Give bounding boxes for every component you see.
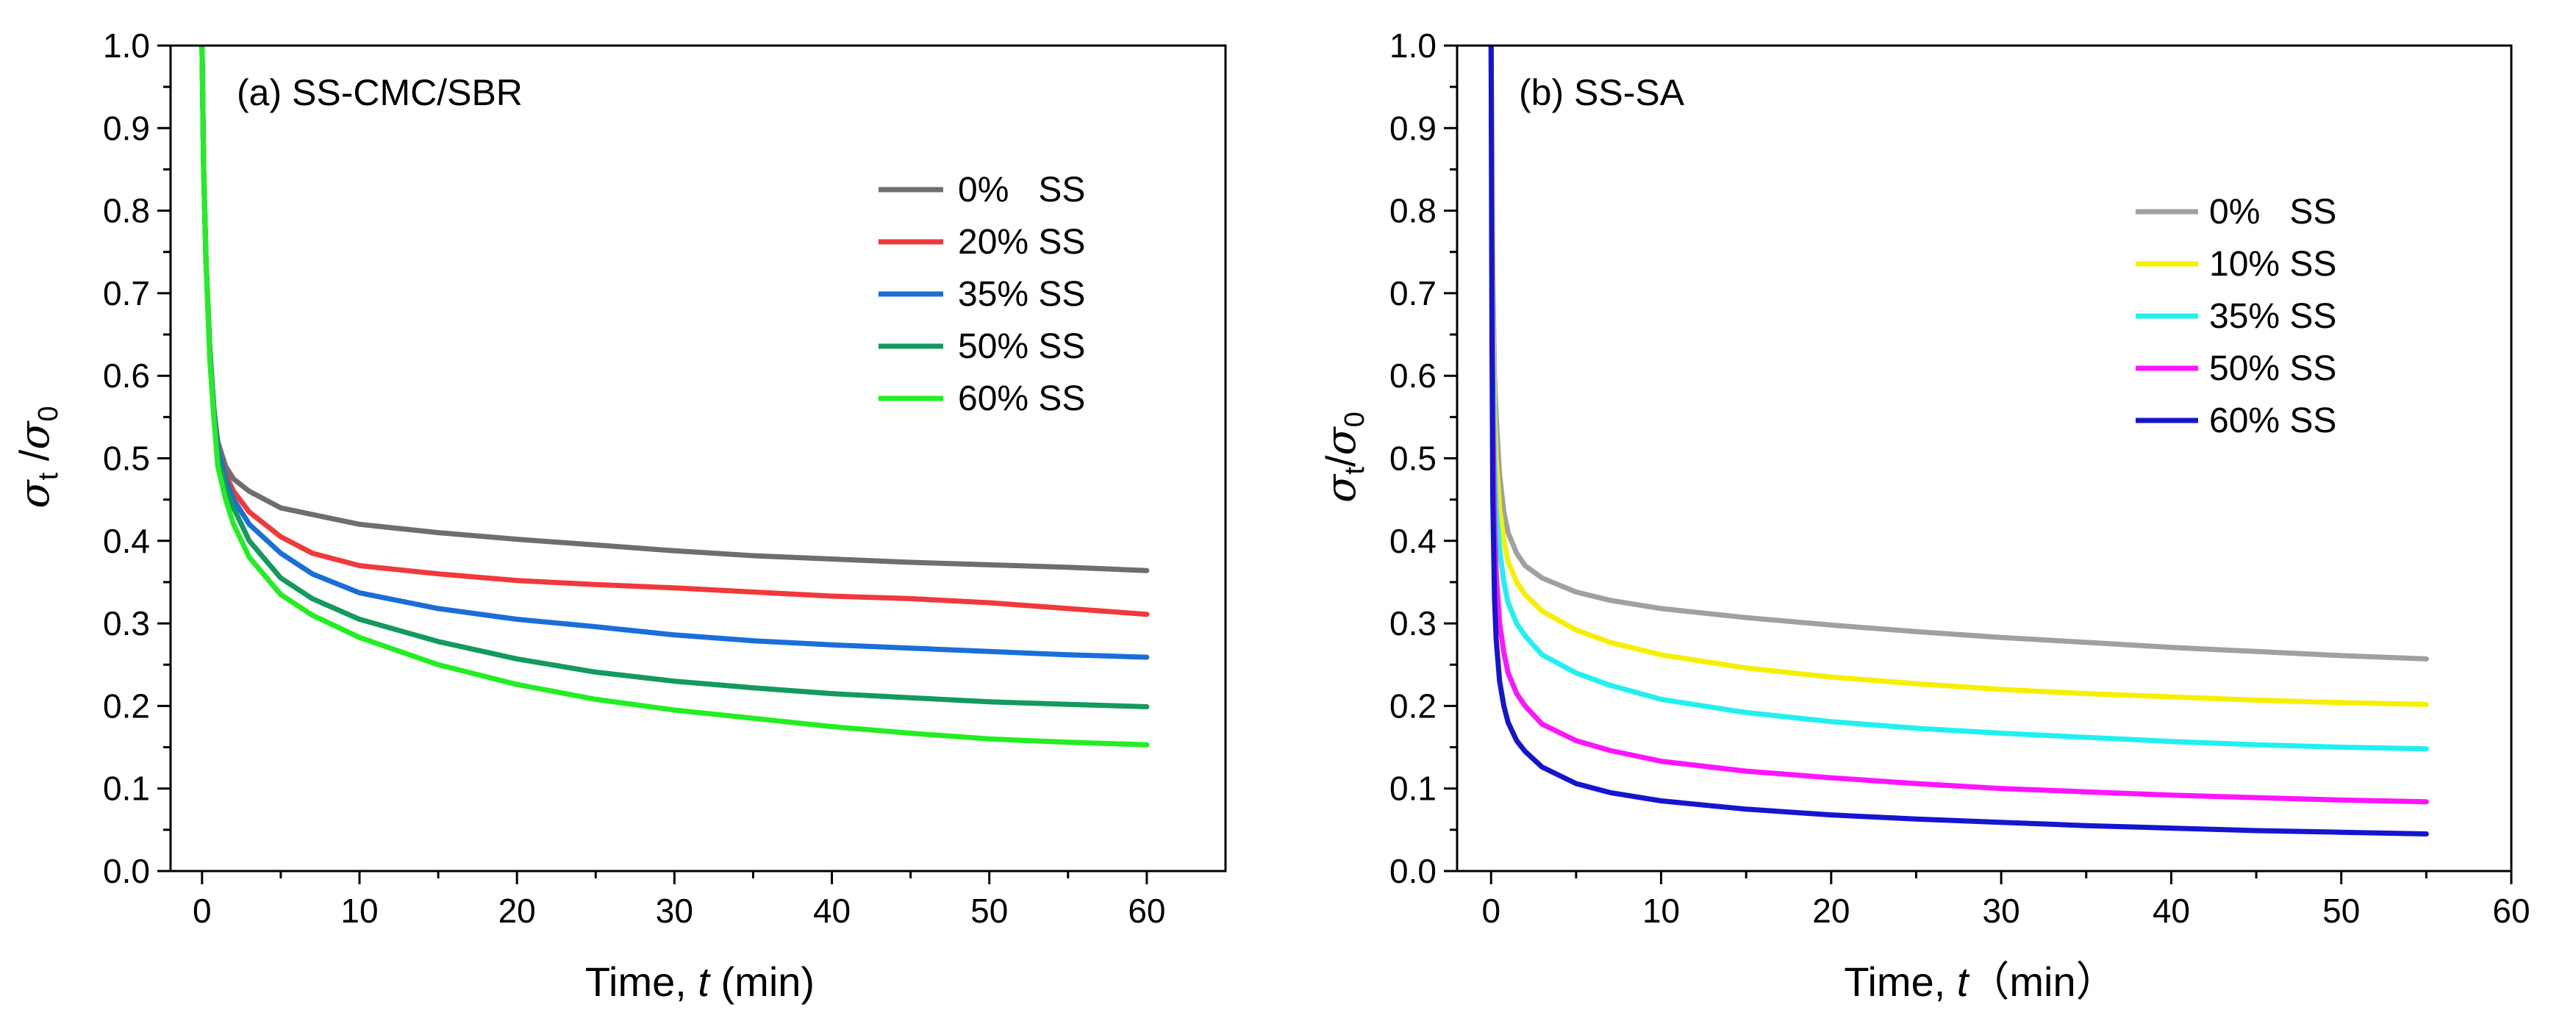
x-axis-label: Time, t (min) (585, 959, 815, 1005)
y-tick-label: 0.7 (103, 274, 150, 312)
y-tick-label: 0.9 (1389, 109, 1437, 147)
chart-panel-b: 0 10 20 30 40 50 60 0.0 0.1 0.2 0.3 0.4 0.5 0.6 0.7 0.8… (1317, 26, 2530, 1005)
y-tick-label: 0.2 (1389, 687, 1437, 725)
x-axis-label: Time, t（min） (1844, 959, 2117, 1005)
x-tick-label: 40 (813, 892, 851, 930)
y-tick-label: 0.8 (103, 192, 150, 230)
y-tick-label: 0.3 (1389, 604, 1437, 642)
y-tick-label: 0.4 (1389, 522, 1437, 560)
y-tick-label: 0.5 (103, 440, 150, 478)
x-tick-label: 10 (1642, 892, 1680, 930)
legend: 0% SS 10% SS 35% SS 50% SS 60% SS (2136, 193, 2336, 440)
legend-label-2: 35% SS (958, 275, 1085, 314)
x-tick-label: 30 (1983, 892, 2020, 930)
legend-label-0: 0% SS (2209, 193, 2336, 232)
x-tick-label: 10 (340, 892, 378, 930)
legend-label-4: 60% SS (2209, 401, 2336, 440)
y-tick-label: 0.4 (103, 522, 150, 560)
y-tick-label: 0.6 (103, 357, 150, 395)
y-tick-label: 0.0 (103, 852, 150, 890)
x-tick-label: 60 (2492, 892, 2530, 930)
panel-title: (b) SS-SA (1519, 72, 1685, 113)
y-tick-label: 0.6 (1389, 357, 1437, 395)
y-tick-label: 0.1 (1389, 770, 1437, 808)
x-tick-label: 20 (1812, 892, 1850, 930)
series-line-4 (1488, 46, 2429, 836)
y-tick-label: 0.5 (1389, 440, 1437, 478)
legend-label-0: 0% SS (958, 171, 1085, 209)
y-tick-label: 0.8 (1389, 192, 1437, 230)
x-tick-label: 20 (498, 892, 536, 930)
x-tick-label: 60 (1128, 892, 1165, 930)
y-tick-label: 0.2 (103, 687, 150, 725)
series-lines (199, 46, 1150, 748)
y-tick-label: 0.7 (1389, 274, 1437, 312)
series-line-4 (199, 46, 1150, 748)
series-line-3 (199, 46, 1150, 709)
y-tick-label: 0.3 (103, 604, 150, 642)
x-tick-label: 0 (193, 892, 212, 930)
legend-label-4: 60% SS (958, 379, 1085, 418)
plot-frame (169, 44, 1227, 873)
legend-label-1: 10% SS (2209, 245, 2336, 284)
x-tick-label: 30 (656, 892, 693, 930)
panel-title: (a) SS-CMC/SBR (237, 72, 523, 113)
series-lines (1488, 46, 2429, 836)
chart-panel-a: 0 10 20 30 40 50 60 0.0 0.1 0.2 0.3 0.4 0.5 0.6 0.7 0.8… (11, 26, 1227, 1005)
x-tick-label: 40 (2153, 892, 2190, 930)
y-tick-label: 1.0 (103, 26, 150, 65)
legend: 0% SS 20% SS 35% SS 50% SS 60% SS (879, 171, 1085, 418)
x-tick-label: 50 (970, 892, 1008, 930)
y-tick-label: 1.0 (1389, 26, 1437, 65)
legend-label-2: 35% SS (2209, 297, 2336, 336)
x-tick-label: 0 (1481, 892, 1500, 930)
legend-label-3: 50% SS (958, 327, 1085, 366)
series-line-2 (1488, 46, 2429, 752)
x-tick-label: 50 (2322, 892, 2360, 930)
y-tick-label: 0.1 (103, 770, 150, 808)
y-axis-label: σt /σ0 (11, 406, 64, 508)
y-tick-label: 0.0 (1389, 852, 1437, 890)
y-tick-label: 0.9 (103, 109, 150, 147)
legend-label-3: 50% SS (2209, 349, 2336, 388)
y-axis-label: σt/σ0 (1317, 412, 1370, 503)
legend-label-1: 20% SS (958, 223, 1085, 262)
